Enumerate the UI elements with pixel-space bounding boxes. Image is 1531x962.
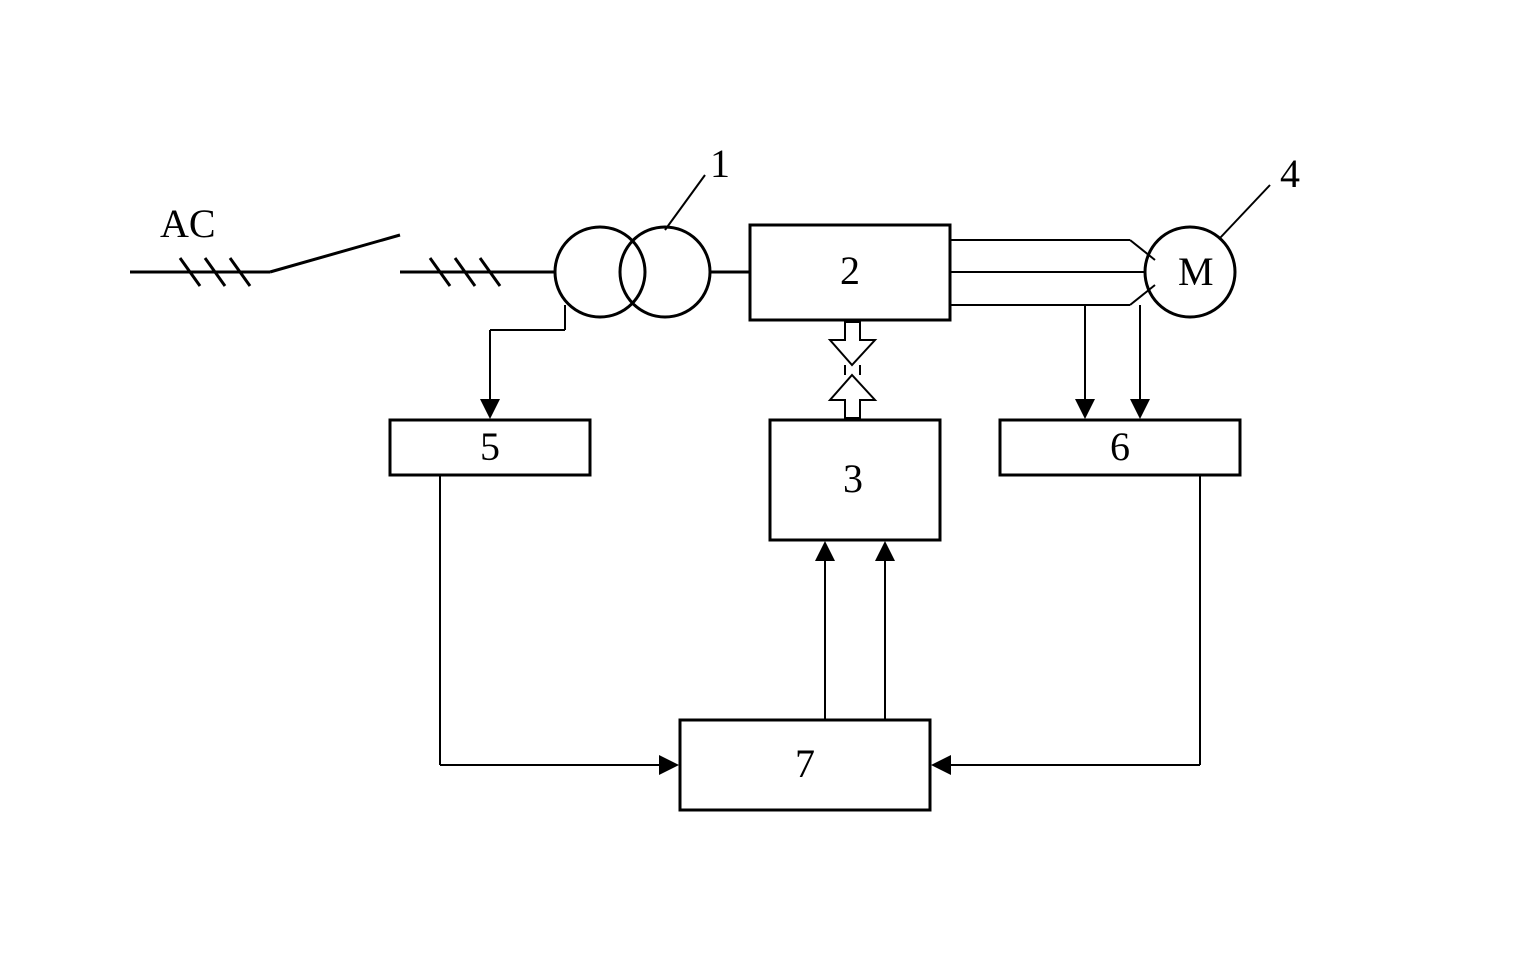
arrows-to-output-sensor [1085, 305, 1140, 415]
circuit-diagram: AC 1 2 3 M 4 5 6 7 [0, 0, 1531, 962]
wire-5-to-7 [440, 475, 675, 765]
arrows-7-to-3 [825, 545, 885, 720]
ref-7: 7 [795, 740, 815, 787]
leader-1 [665, 175, 705, 230]
ref-6: 6 [1110, 423, 1130, 470]
switch [270, 235, 400, 272]
ref-4: 4 [1280, 150, 1300, 197]
ref-1: 1 [710, 140, 730, 187]
ref-2: 2 [840, 247, 860, 294]
bidir-arrow-2-3 [830, 322, 875, 418]
ref-3: 3 [843, 455, 863, 502]
leader-4 [1220, 185, 1270, 238]
ac-label: AC [160, 200, 216, 247]
motor-label: M [1178, 248, 1214, 295]
arrow-to-input-sensor [490, 305, 565, 415]
ref-5: 5 [480, 423, 500, 470]
diagram-svg [0, 0, 1531, 962]
transformer [555, 227, 710, 317]
ac-source-line [130, 258, 270, 286]
post-switch-line [400, 258, 555, 286]
wires-converter-to-motor [950, 240, 1155, 305]
wire-6-to-7 [935, 475, 1200, 765]
